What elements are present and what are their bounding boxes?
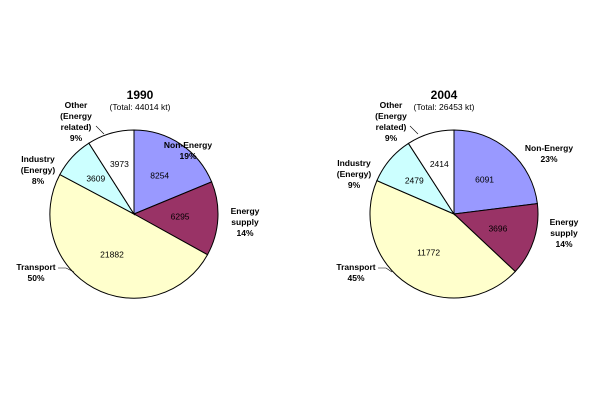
slice-value-label: 2414	[430, 159, 449, 169]
slice-value-label: 6295	[171, 212, 190, 222]
leader-line	[58, 267, 75, 273]
slice-value-label: 3696	[488, 223, 507, 233]
category-label-non-energy: Non-Energy 19%	[164, 140, 212, 161]
leader-line	[409, 125, 419, 135]
pie-slice-other	[88, 129, 135, 216]
pie-slice-transport	[49, 173, 209, 299]
slice-value-label: 8254	[150, 171, 169, 181]
chart-title: 2004	[431, 88, 458, 102]
pie-slice-energy-supply	[132, 181, 219, 256]
category-label-other: Other (Energy related) 9%	[375, 100, 407, 143]
chart-subtitle: (Total: 26453 kt)	[414, 102, 475, 112]
leader-line	[95, 125, 105, 135]
category-label-transport: Transport 50%	[16, 262, 55, 283]
pie-slice-other	[407, 129, 455, 216]
slice-value-label: 3609	[86, 174, 105, 184]
slice-value-label: 21882	[100, 250, 124, 260]
slice-value-label: 2479	[405, 175, 424, 185]
category-label-non-energy: Non-Energy 23%	[525, 143, 573, 164]
pie-chart-2004: 2004(Total: 26453 kt) 6091 3696 11772 2479 24…	[336, 88, 579, 299]
pie-slice-energy-supply	[452, 203, 539, 273]
pie-slice-non-energy	[453, 129, 538, 215]
pie-slice-transport	[369, 179, 516, 299]
pie-slice-non-energy	[133, 129, 213, 215]
pie-chart-1990: 1990(Total: 44014 kt) 8254 6295 21882 3609 39…	[16, 88, 260, 299]
chart-subtitle: (Total: 44014 kt)	[110, 102, 171, 112]
slice-value-label: 11772	[417, 248, 440, 258]
category-label-energy-supply: Energy supply 14%	[231, 206, 260, 238]
leader-line	[378, 267, 393, 273]
chart-title: 1990	[127, 88, 154, 102]
slice-value-label: 3973	[110, 159, 129, 169]
category-label-other: Other (Energy related) 9%	[60, 100, 92, 143]
category-label-industry: Industry (Energy) 8%	[21, 154, 56, 186]
category-label-industry: Industry (Energy) 9%	[337, 158, 372, 190]
category-label-transport: Transport 45%	[336, 262, 375, 283]
category-label-energy-supply: Energy supply 14%	[550, 217, 579, 249]
slice-value-label: 6091	[475, 174, 494, 184]
